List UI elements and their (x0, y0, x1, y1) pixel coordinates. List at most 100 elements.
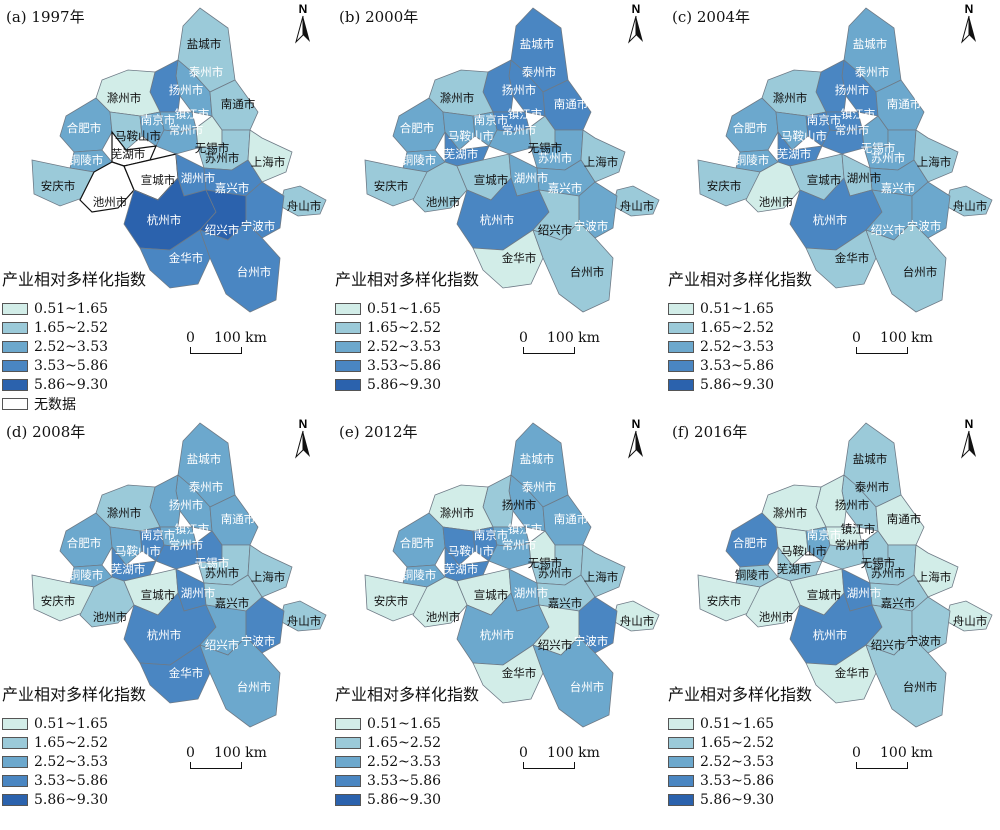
svg-text:N: N (632, 417, 641, 431)
legend-swatch (668, 794, 694, 806)
legend-label: 2.52~3.53 (34, 754, 109, 770)
region-taizhou_zj (865, 636, 947, 728)
svg-text:N: N (632, 2, 641, 16)
city-label-wuhu: 芜湖市 (111, 562, 146, 576)
city-label-yancheng: 盐城市 (187, 37, 222, 51)
legend-swatch (668, 360, 694, 372)
legend-swatch (2, 398, 28, 410)
legend-label: 5.86~9.30 (367, 377, 442, 393)
legend-label: 1.65~2.52 (34, 735, 109, 751)
city-label-suzhou: 苏州市 (538, 151, 573, 165)
scale-bar-line (190, 762, 242, 769)
city-label-hefei: 合肥市 (733, 536, 768, 550)
city-label-tongling: 铜陵市 (69, 568, 104, 582)
legend-title: 产业相对多样化指数 (2, 685, 147, 704)
city-label-anqing: 安庆市 (374, 179, 409, 193)
legend-swatch (2, 756, 28, 768)
city-label-changzhou: 常州市 (502, 538, 537, 552)
legend-swatch (2, 341, 28, 353)
map-panel-2: 盐城市 泰州市 扬州市 滁州市 南通市 合肥市 马鞍山市 南京市 镇江市 常州市 无锡市 铜陵市 芜湖市… (333, 0, 666, 415)
city-label-hangzhou: 杭州市 (813, 213, 848, 227)
legend-title: 产业相对多样化指数 (668, 270, 813, 289)
legend-label: 3.53~5.86 (700, 358, 775, 374)
city-label-zhenjiang: 镇江市 (841, 107, 876, 121)
scale-bar-line (523, 762, 575, 769)
city-label-shaoxing: 绍兴市 (871, 223, 906, 237)
legend-label: 5.86~9.30 (34, 377, 109, 393)
city-label-zhenjiang: 镇江市 (175, 107, 210, 121)
svg-text:N: N (965, 2, 974, 16)
legend-label: 5.86~9.30 (700, 377, 775, 393)
legend-label: 1.65~2.52 (367, 735, 442, 751)
region-taizhou_zj (865, 221, 947, 313)
city-label-shaoxing: 绍兴市 (205, 223, 240, 237)
scale-bar: 0 100 km (186, 330, 298, 354)
city-label-chizhou: 池州市 (759, 610, 794, 624)
city-label-shanghai: 上海市 (251, 570, 286, 584)
city-label-nanjing: 南京市 (474, 113, 509, 127)
city-label-shaoxing: 绍兴市 (871, 638, 906, 652)
city-label-chizhou: 池州市 (759, 195, 794, 209)
city-label-zhenjiang: 镇江市 (508, 107, 543, 121)
city-label-huzhou: 湖州市 (847, 586, 882, 600)
city-label-jiaxing: 嘉兴市 (548, 181, 583, 195)
city-label-chuzhou: 滁州市 (440, 506, 475, 520)
city-label-hefei: 合肥市 (67, 536, 102, 550)
city-label-nantong: 南通市 (887, 97, 922, 111)
city-label-taizhou_zj: 台州市 (237, 265, 272, 279)
city-label-hangzhou: 杭州市 (813, 628, 848, 642)
city-label-hefei: 合肥市 (400, 121, 435, 135)
city-label-chizhou: 池州市 (93, 610, 128, 624)
scale-bar-line (856, 347, 908, 354)
legend-label: 5.86~9.30 (700, 792, 775, 808)
city-label-suzhou: 苏州市 (538, 566, 573, 580)
map-panel-3: 盐城市 泰州市 扬州市 滁州市 南通市 合肥市 马鞍山市 南京市 镇江市 常州市 无锡市 铜陵市 芜湖市… (666, 0, 999, 415)
city-label-chizhou: 池州市 (93, 195, 128, 209)
legend-swatch (335, 737, 361, 749)
legend-item: 1.65~2.52 (335, 735, 441, 751)
legend-item-nodata: 无数据 (2, 396, 76, 413)
region-taizhou_zj (532, 636, 614, 728)
city-label-hefei: 合肥市 (400, 536, 435, 550)
region-chizhou (745, 576, 801, 628)
city-label-hangzhou: 杭州市 (480, 628, 515, 642)
legend-title: 产业相对多样化指数 (335, 270, 480, 289)
scale-bar: 0 100 km (852, 330, 964, 354)
city-label-ningbo: 宁波市 (907, 219, 942, 233)
city-label-xuancheng: 宣城市 (141, 173, 176, 187)
legend-label: 3.53~5.86 (700, 773, 775, 789)
city-label-nantong: 南通市 (221, 97, 256, 111)
scale-zero-label: 0 (852, 745, 861, 761)
legend-item: 1.65~2.52 (2, 735, 108, 751)
city-label-shaoxing: 绍兴市 (205, 638, 240, 652)
north-arrow-icon: N (288, 417, 318, 463)
city-label-zhenjiang: 镇江市 (175, 522, 210, 536)
legend-item: 5.86~9.30 (2, 377, 108, 393)
scale-distance-label: 100 km (880, 745, 933, 761)
city-label-yangzhou: 扬州市 (835, 498, 870, 512)
city-label-suzhou: 苏州市 (205, 566, 240, 580)
city-label-jinhua: 金华市 (169, 251, 204, 265)
city-label-hefei: 合肥市 (733, 121, 768, 135)
city-label-changzhou: 常州市 (169, 538, 204, 552)
city-label-zhoushan: 舟山市 (287, 199, 322, 213)
legend-item: 5.86~9.30 (335, 377, 441, 393)
legend-label: 3.53~5.86 (367, 358, 442, 374)
city-label-nantong: 南通市 (554, 97, 589, 111)
city-label-suzhou: 苏州市 (871, 566, 906, 580)
legend-label: 0.51~1.65 (34, 716, 109, 732)
scale-distance-label: 100 km (214, 330, 267, 346)
legend-swatch (2, 303, 28, 315)
legend-label: 0.51~1.65 (34, 301, 109, 317)
region-maanshan (775, 111, 809, 151)
city-label-maanshan: 马鞍山市 (781, 129, 827, 143)
city-label-taizhou_zj: 台州市 (570, 265, 605, 279)
city-label-yancheng: 盐城市 (187, 452, 222, 466)
city-label-chizhou: 池州市 (426, 195, 461, 209)
north-arrow-icon: N (954, 2, 984, 48)
scale-bar: 0 100 km (852, 745, 964, 769)
svg-text:N: N (299, 417, 308, 431)
legend-item: 2.52~3.53 (668, 339, 774, 355)
